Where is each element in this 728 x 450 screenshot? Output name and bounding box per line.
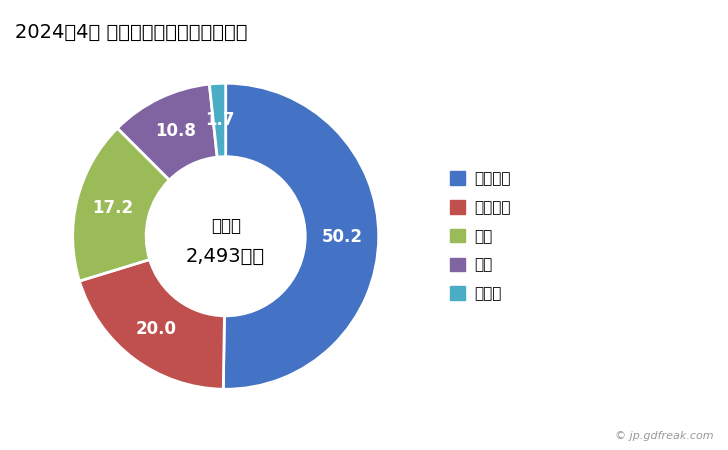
Text: 50.2: 50.2 xyxy=(322,228,363,246)
Text: 10.8: 10.8 xyxy=(155,122,196,140)
Text: 2024年4月 輸出相手国のシェア（％）: 2024年4月 輸出相手国のシェア（％） xyxy=(15,22,247,41)
Text: 総　額: 総 額 xyxy=(210,216,241,234)
Wedge shape xyxy=(210,83,226,157)
Wedge shape xyxy=(117,84,217,180)
Text: 20.0: 20.0 xyxy=(135,320,176,338)
Text: 1.7: 1.7 xyxy=(205,111,234,129)
Text: © jp.gdfreak.com: © jp.gdfreak.com xyxy=(615,431,713,441)
Wedge shape xyxy=(79,260,224,389)
Wedge shape xyxy=(73,128,170,281)
Legend: メキシコ, ベトナム, タイ, 韓国, その他: メキシコ, ベトナム, タイ, 韓国, その他 xyxy=(443,165,517,307)
Text: 2,493万円: 2,493万円 xyxy=(186,247,265,266)
Wedge shape xyxy=(223,83,379,389)
Text: 17.2: 17.2 xyxy=(92,199,133,217)
